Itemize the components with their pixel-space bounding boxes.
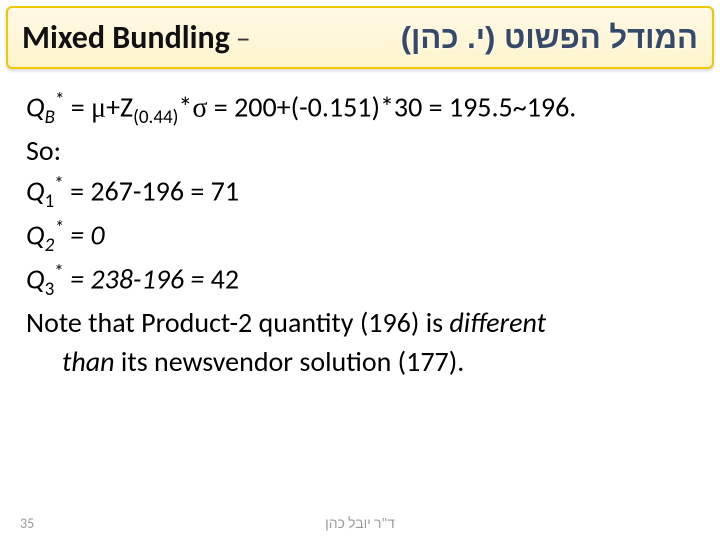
title-left: Mixed Bundling [22,18,230,57]
rest3: = 267-196 = 71 [64,173,239,208]
rest5b: 42 [204,261,239,296]
sup-star-3: * [54,261,63,284]
sub-2: 2 [45,234,55,257]
line-4: Q2* = 0 [26,215,694,259]
author-hebrew: ד"ר יובל כהן [325,515,395,532]
line-6: Note that Product-2 quantity (196) is di… [26,303,694,343]
sym-Q3: Q [26,261,45,296]
sym-Q1: Q [26,173,45,208]
sub-044: (0.44) [133,106,178,129]
rest5a: = 238-196 = [64,261,205,296]
note-i: different [449,305,546,340]
rest4: = 0 [64,217,105,252]
sym-Q: Q [26,89,45,124]
plus-z: +Z [106,89,133,124]
sup-star-1: * [54,173,63,196]
sup-star-2: * [54,217,63,240]
note-a: Note that Product-2 quantity (196) is [26,305,449,340]
than: than [62,344,115,379]
eq: = [64,89,91,124]
body-content: QB* = μ+Z(0.44)*σ = 200+(-0.151)*30 = 19… [0,83,720,382]
line-2: So: [26,131,694,171]
title-dash: – [236,20,251,57]
star: * [178,89,192,124]
title-right-hebrew: המודל הפשוט (י. כהן) [257,20,698,56]
rest1: = 200+(-0.151)*30 = 195.5~196. [207,89,576,124]
title-bar: Mixed Bundling – המודל הפשוט (י. כהן) [6,6,714,69]
sub-3: 3 [45,278,55,301]
page-number: 35 [20,515,34,532]
line-1: QB* = μ+Z(0.44)*σ = 200+(-0.151)*30 = 19… [26,87,694,131]
sub-1: 1 [45,190,55,213]
sup-star: * [55,89,64,112]
sub-B: B [45,106,55,129]
sym-Q2: Q [26,217,45,252]
line-7: than its newsvendor solution (177). [62,342,694,382]
line-5: Q3* = 238-196 = 42 [26,259,694,303]
line-3: Q1* = 267-196 = 71 [26,171,694,215]
mu: μ [91,92,106,123]
sigma: σ [192,92,207,123]
rest7: its newsvendor solution (177). [115,344,465,379]
